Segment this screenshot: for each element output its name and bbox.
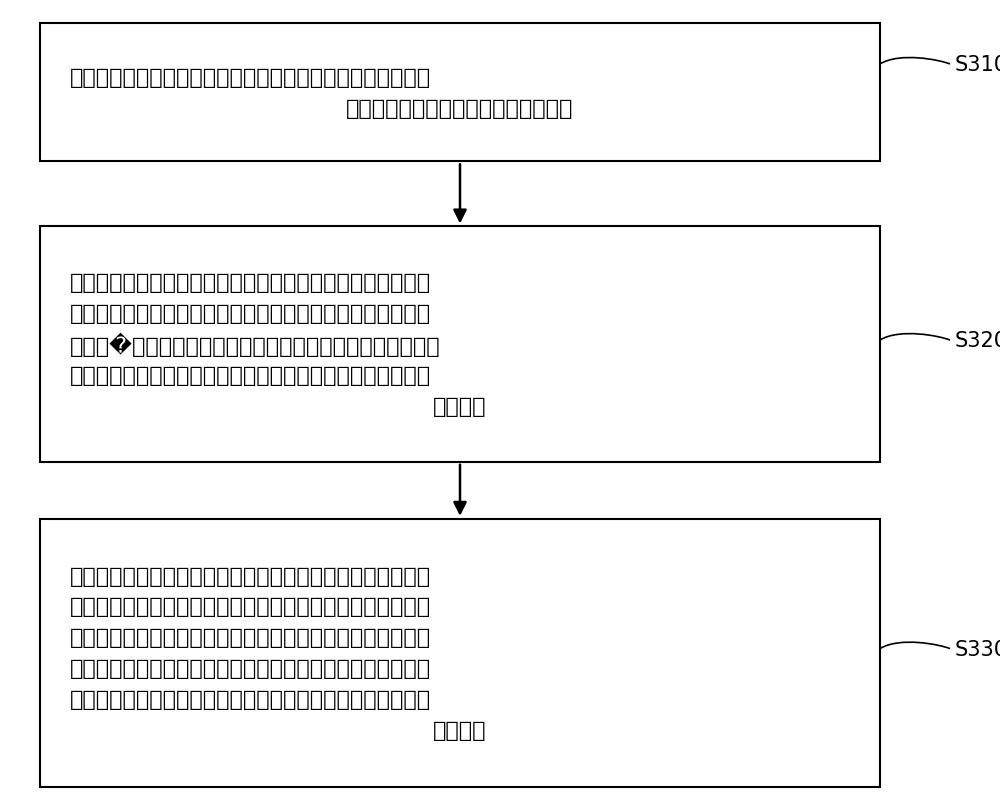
Text: 选择按钮: 选择按钮 [433, 720, 487, 740]
Text: 当用户设置的充电时间段内的风电出力小于最小允许充电功率: 当用户设置的充电时间段内的风电出力小于最小允许充电功率 [70, 566, 431, 586]
Text: 时，判断以最小允许充电功率给汽车充电，到达拟结束充电时: 时，判断以最小允许充电功率给汽车充电，到达拟结束充电时 [70, 597, 431, 616]
Text: 当用户设置的充电时间段内的风电出力大于或等于额定充电功: 当用户设置的充电时间段内的风电出力大于或等于额定充电功 [70, 68, 431, 88]
Text: 汽车充电: 汽车充电 [433, 397, 487, 416]
Bar [40, 227, 880, 462]
Bar [40, 24, 880, 162]
Bar [40, 519, 880, 787]
Text: S310: S310 [955, 55, 1000, 75]
Text: 提供以额定充电功率给电动汽车充电和转移至其他时段充电的: 提供以额定充电功率给电动汽车充电和转移至其他时段充电的 [70, 689, 431, 709]
Text: S330: S330 [955, 639, 1000, 659]
Text: 率时，以额定充电功率给电动汽车充电: 率时，以额定充电功率给电动汽车充电 [346, 99, 574, 118]
Text: S320: S320 [955, 331, 1000, 350]
Text: 刻时，剩余电量百分比终止值是否大于或等于剩余电量百分比: 刻时，剩余电量百分比终止值是否大于或等于剩余电量百分比 [70, 628, 431, 647]
Text: 当用户设置的充电时间段内的风电出力小于额定充电功率且大: 当用户设置的充电时间段内的风电出力小于额定充电功率且大 [70, 273, 431, 293]
Text: 底限值，若是，则以最小允许充电功率给汽车充电，若否，则: 底限值，若是，则以最小允许充电功率给汽车充电，若否，则 [70, 659, 431, 678]
Text: 以风电出力给电动汽车充电，若否，则以额定充电功率给电动: 以风电出力给电动汽车充电，若否，则以额定充电功率给电动 [70, 366, 431, 385]
Text: 给电动�车充电是否能充至剩余电量百分比底限值，若是，则: 给电动�车充电是否能充至剩余电量百分比底限值，若是，则 [70, 333, 441, 357]
Text: 于或等于最小允许充电功率时，判断充电时间段内以风电出力: 于或等于最小允许充电功率时，判断充电时间段内以风电出力 [70, 304, 431, 324]
